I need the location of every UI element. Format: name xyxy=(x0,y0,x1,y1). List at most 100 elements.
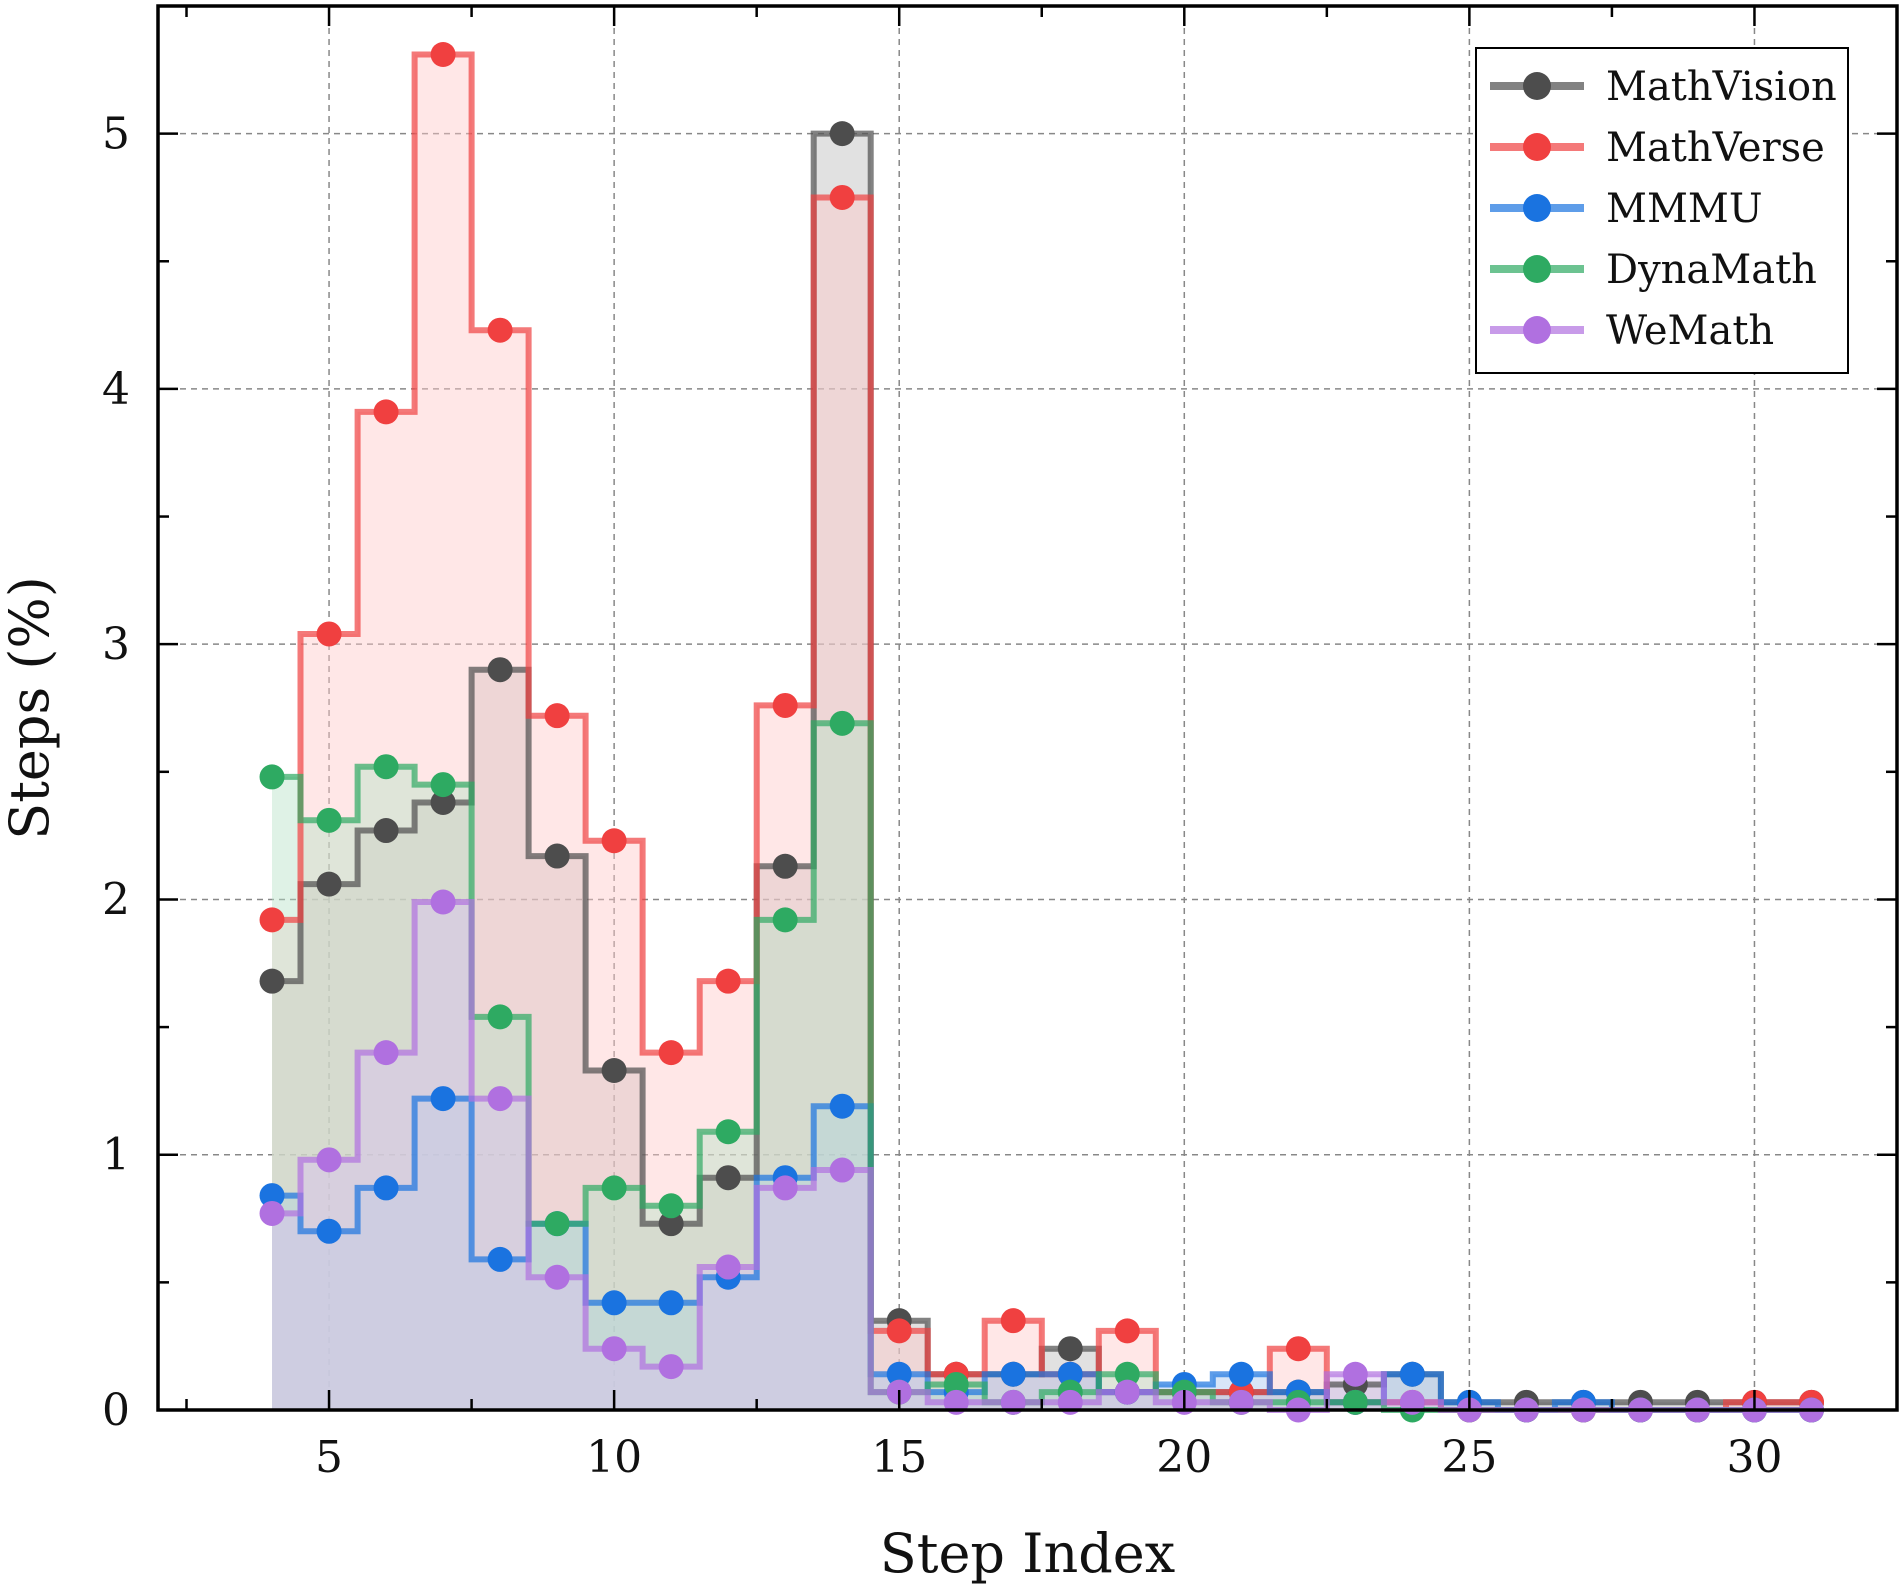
mathverse-point xyxy=(1000,1308,1026,1334)
mathverse-point xyxy=(1114,1318,1140,1344)
y-tick-label: 4 xyxy=(102,364,130,415)
mmmu-point xyxy=(316,1218,342,1244)
mathvision-point xyxy=(715,1165,741,1191)
mmmu-point xyxy=(1228,1361,1254,1387)
mmmu-point xyxy=(430,1086,456,1112)
y-tick-label: 3 xyxy=(102,619,130,670)
mmmu-point xyxy=(487,1246,513,1272)
mathverse-point xyxy=(1285,1336,1311,1362)
mathverse-point xyxy=(601,828,627,854)
mathvision-area xyxy=(272,133,1812,1411)
x-tick-label: 25 xyxy=(1441,1432,1497,1483)
mmmu-point xyxy=(373,1175,399,1201)
y-tick-label: 1 xyxy=(102,1130,130,1181)
mathvision-point xyxy=(601,1057,627,1083)
wemath-line xyxy=(272,899,1812,1413)
series-fills xyxy=(272,54,1812,1411)
axis-ticks xyxy=(158,4,1897,1412)
wemath-point xyxy=(259,1200,285,1226)
legend-mathverse-label: MathVerse xyxy=(1606,125,1825,171)
mmmu-point xyxy=(886,1361,912,1387)
dynamath-point xyxy=(487,1004,513,1030)
x-tick-label: 10 xyxy=(586,1432,642,1483)
dynamath-point xyxy=(601,1175,627,1201)
wemath-point xyxy=(1114,1379,1140,1405)
y-tick-label: 2 xyxy=(102,874,130,925)
legend-mathvision-label: MathVision xyxy=(1606,64,1837,110)
legend-mmmu-swatch-marker xyxy=(1523,194,1551,222)
legend-mathvision-swatch-marker xyxy=(1523,72,1551,100)
x-axis-title: Step Index xyxy=(880,1522,1175,1585)
mathverse-point xyxy=(829,184,855,210)
mmmu-point xyxy=(1399,1361,1425,1387)
mathvision-point xyxy=(259,968,285,994)
legend-dynamath-label: DynaMath xyxy=(1606,247,1817,293)
legend-wemath-swatch-marker xyxy=(1523,316,1551,344)
x-tick-labels: 5 10 15 20 25 30 xyxy=(315,1432,1782,1483)
mathvision-point xyxy=(829,121,855,147)
mmmu-point xyxy=(601,1290,627,1316)
mathverse-point xyxy=(544,703,570,729)
mathvision-point xyxy=(772,853,798,879)
x-tick-label: 15 xyxy=(871,1432,927,1483)
wemath-point xyxy=(487,1086,513,1112)
wemath-point xyxy=(1342,1361,1368,1387)
mathverse-area xyxy=(272,54,1812,1410)
mmmu-point xyxy=(1000,1361,1026,1387)
dynamath-point xyxy=(715,1119,741,1145)
wemath-point xyxy=(430,889,456,915)
mathverse-point xyxy=(316,621,342,647)
mathvision-point xyxy=(373,818,399,844)
legend-mathverse-swatch-marker xyxy=(1523,133,1551,161)
y-tick-label: 5 xyxy=(102,109,130,160)
legend-dynamath-swatch-marker xyxy=(1523,255,1551,283)
wemath-point xyxy=(715,1254,741,1280)
mathvision-point xyxy=(658,1211,684,1237)
legend: MathVision MathVerse MMMU DynaMath WeMath xyxy=(1475,47,1849,374)
dynamath-point xyxy=(943,1371,969,1397)
mathvision-point xyxy=(1057,1336,1083,1362)
dynamath-point xyxy=(259,764,285,790)
dynamath-point xyxy=(772,907,798,933)
mathverse-point xyxy=(715,968,741,994)
mathvision-point xyxy=(487,657,513,683)
wemath-point xyxy=(373,1040,399,1066)
dynamath-point xyxy=(1114,1361,1140,1387)
mathverse-point xyxy=(430,42,456,68)
mmmu-area xyxy=(272,1098,1812,1410)
mathvision-point xyxy=(544,843,570,869)
wemath-point xyxy=(601,1336,627,1362)
y-tick-labels: 0 1 2 3 4 5 xyxy=(102,109,130,1436)
mathverse-point xyxy=(259,907,285,933)
mathvision-point xyxy=(430,789,456,815)
mathverse-point xyxy=(373,399,399,425)
dynamath-point xyxy=(658,1193,684,1219)
dynamath-point xyxy=(430,772,456,798)
wemath-point xyxy=(658,1354,684,1380)
mmmu-point xyxy=(829,1093,855,1119)
plot-frame xyxy=(156,4,1899,1412)
wemath-point xyxy=(544,1264,570,1290)
mathverse-point xyxy=(772,692,798,718)
legend-wemath-label: WeMath xyxy=(1606,308,1774,354)
x-tick-label: 20 xyxy=(1156,1432,1212,1483)
mathverse-point xyxy=(886,1318,912,1344)
dynamath-point xyxy=(829,710,855,736)
y-axis-title: Steps (%) xyxy=(0,576,61,840)
mathverse-point xyxy=(487,317,513,343)
mathvision-point xyxy=(316,871,342,897)
wemath-point xyxy=(772,1175,798,1201)
wemath-point xyxy=(829,1157,855,1183)
mmmu-point xyxy=(259,1183,285,1209)
mathverse-point xyxy=(658,1040,684,1066)
dynamath-point xyxy=(316,807,342,833)
dynamath-point xyxy=(373,754,399,780)
mmmu-point xyxy=(658,1290,684,1316)
y-tick-label: 0 xyxy=(102,1385,130,1436)
legend-mmmu-label: MMMU xyxy=(1606,186,1763,232)
mmmu-point xyxy=(1057,1361,1083,1387)
dynamath-area xyxy=(272,723,1812,1410)
x-tick-label: 5 xyxy=(315,1432,343,1483)
x-tick-label: 30 xyxy=(1726,1432,1782,1483)
